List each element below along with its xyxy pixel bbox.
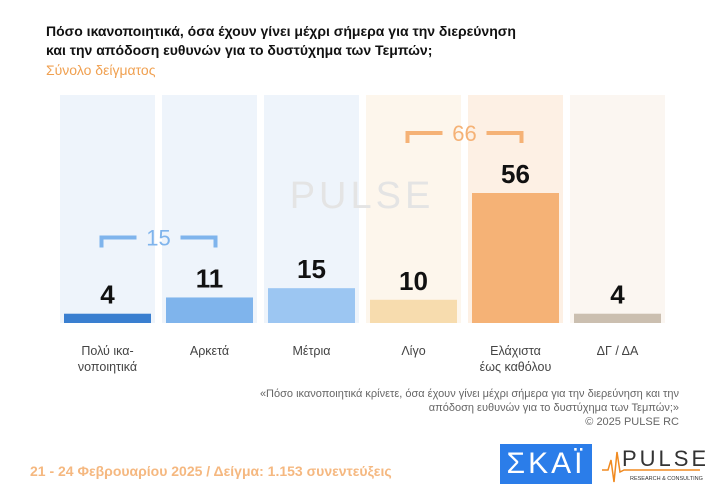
group-bracket (405, 131, 524, 143)
bar (166, 297, 253, 323)
data-label: 11 (196, 263, 224, 293)
bar (64, 313, 151, 323)
bar (472, 193, 559, 323)
bar (268, 288, 355, 323)
category-label: έως καθόλου (480, 360, 552, 374)
watermark: PULSE (290, 175, 435, 217)
skai-logo: ΣΚΑΪ (500, 444, 592, 484)
data-label: 15 (297, 254, 326, 284)
data-label: 10 (399, 266, 428, 296)
group-bracket (99, 235, 218, 248)
data-label: 56 (501, 159, 530, 189)
data-label: 4 (100, 280, 115, 310)
footer-info: 21 - 24 Φεβρουαρίου 2025 / Δείγμα: 1.153… (30, 463, 392, 479)
category-band (162, 95, 257, 323)
pulse-logo: PULSE RESEARCH & CONSULTING (602, 446, 705, 483)
note-line: «Πόσο ικανοποιητικά κρίνετε, όσα έχουν γ… (259, 388, 679, 400)
category-band (570, 95, 665, 323)
category-label: Λίγο (401, 344, 425, 358)
question-note: «Πόσο ικανοποιητικά κρίνετε, όσα έχουν γ… (209, 387, 679, 429)
bar (574, 313, 661, 323)
category-label: Ελάχιστα (490, 344, 541, 358)
data-label: 4 (610, 280, 625, 310)
group-total: 66 (452, 121, 476, 146)
category-label: Μέτρια (292, 344, 330, 358)
group-total: 15 (146, 225, 170, 250)
category-band (60, 95, 155, 323)
category-band (264, 95, 359, 323)
category-label: Πολύ ικα- (81, 344, 133, 358)
svg-text:PULSE: PULSE (622, 446, 705, 471)
category-label: Αρκετά (190, 344, 229, 358)
chart-title: Πόσο ικανοποιητικά, όσα έχουν γίνει μέχρ… (46, 23, 516, 58)
category-label: ΔΓ / ΔΑ (597, 344, 639, 358)
chart-subtitle: Σύνολο δείγματος (46, 62, 156, 78)
bar (370, 299, 457, 323)
copyright: © 2025 PULSE RC (585, 416, 679, 428)
note-line: απόδοση ευθυνών για το δυστύχημα των Τεμ… (428, 402, 679, 414)
svg-text:RESEARCH & CONSULTING: RESEARCH & CONSULTING (630, 476, 703, 482)
category-label: νοποιητικά (78, 360, 137, 374)
bar-chart: PULSE 4 Πολύ ικα-νοποιητικά 11 Αρκετά 15 Μέτρι… (60, 95, 665, 374)
